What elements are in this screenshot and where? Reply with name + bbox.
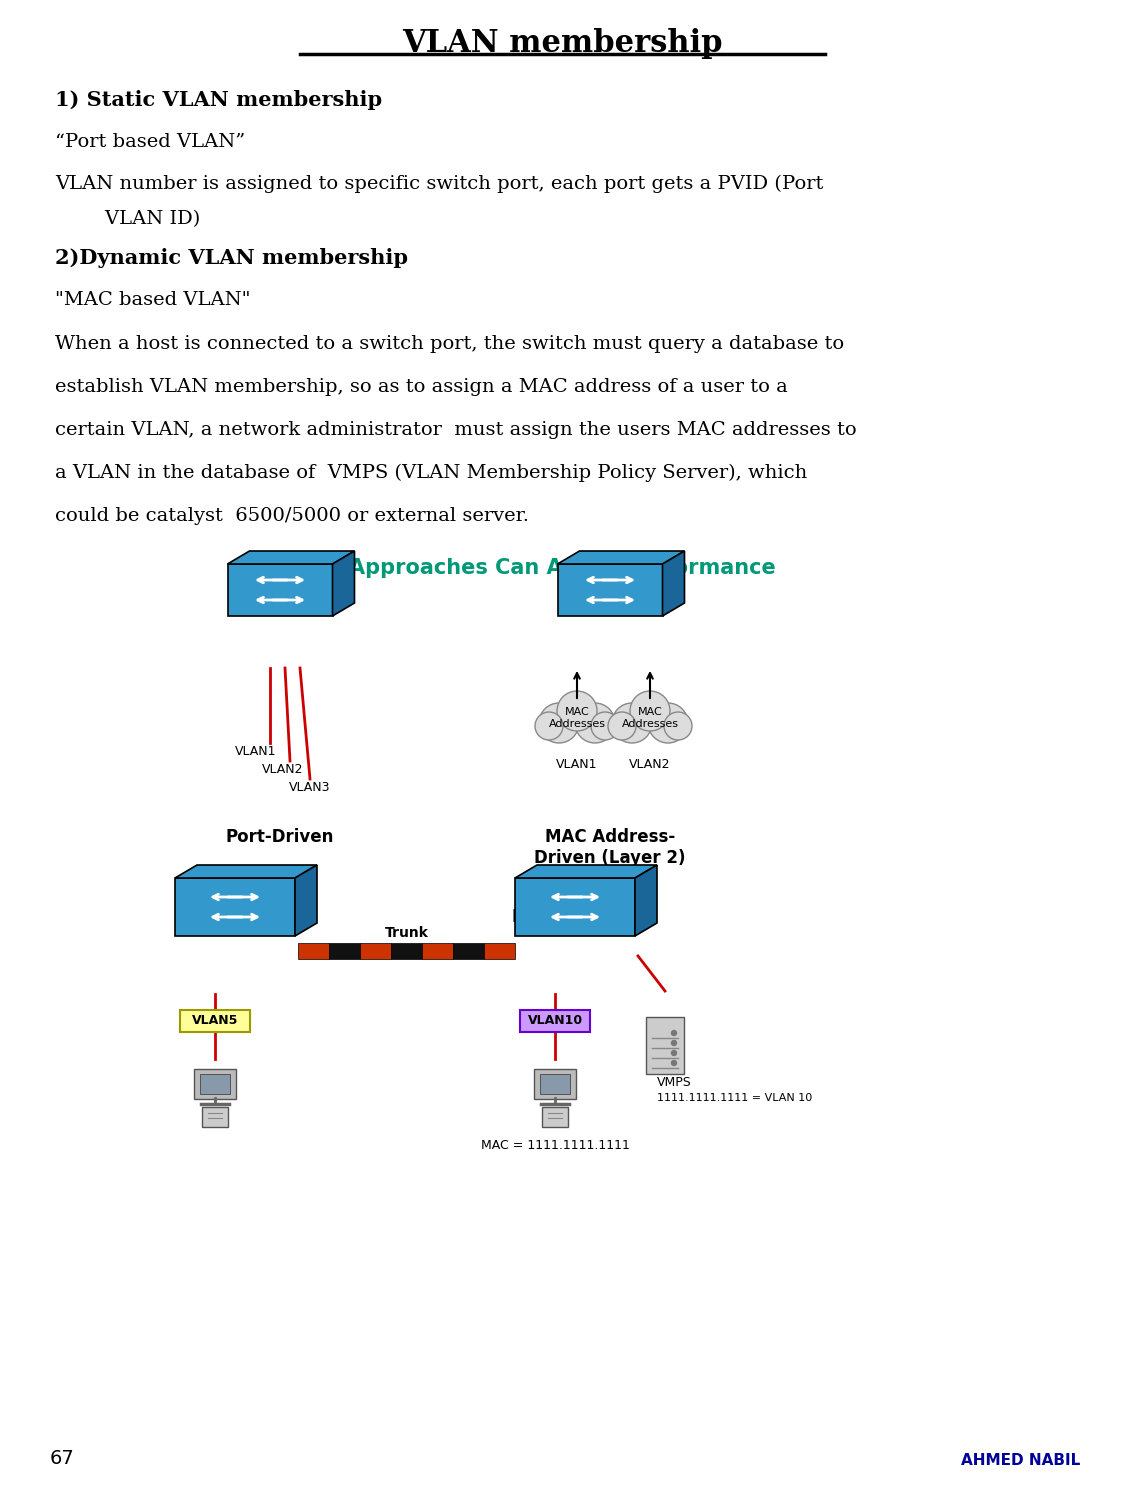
- Text: VLAN10: VLAN10: [528, 1014, 583, 1028]
- Circle shape: [630, 692, 670, 730]
- Circle shape: [575, 704, 615, 742]
- Text: MAC
Addresses: MAC Addresses: [549, 706, 605, 729]
- Text: VLAN2: VLAN2: [629, 758, 670, 771]
- Text: "MAC based VLAN": "MAC based VLAN": [55, 291, 251, 309]
- Bar: [422, 944, 453, 958]
- Circle shape: [612, 704, 652, 742]
- FancyBboxPatch shape: [534, 1070, 576, 1100]
- Polygon shape: [558, 564, 663, 616]
- Text: VLAN3: VLAN3: [289, 782, 331, 794]
- Circle shape: [591, 712, 619, 740]
- Bar: [392, 944, 422, 958]
- Polygon shape: [558, 550, 684, 564]
- Polygon shape: [333, 550, 354, 616]
- Text: a VLAN in the database of  VMPS (VLAN Membership Policy Server), which: a VLAN in the database of VMPS (VLAN Mem…: [55, 464, 808, 483]
- FancyBboxPatch shape: [200, 1074, 230, 1094]
- Circle shape: [672, 1050, 676, 1056]
- Polygon shape: [295, 865, 317, 936]
- Circle shape: [648, 704, 688, 742]
- Text: VMPS: VMPS: [657, 1076, 692, 1089]
- Text: VLAN number is assigned to specific switch port, each port gets a PVID (Port: VLAN number is assigned to specific swit…: [55, 176, 823, 194]
- Circle shape: [672, 1041, 676, 1046]
- Polygon shape: [663, 550, 684, 616]
- FancyBboxPatch shape: [520, 1010, 590, 1032]
- Polygon shape: [176, 878, 295, 936]
- Circle shape: [539, 704, 579, 742]
- Text: “Port based VLAN”: “Port based VLAN”: [55, 134, 245, 152]
- Text: 1111.1111.1111 = VLAN 10: 1111.1111.1111 = VLAN 10: [657, 1094, 812, 1102]
- Text: AHMED NABIL: AHMED NABIL: [961, 1454, 1080, 1468]
- Text: MAC
Addresses: MAC Addresses: [621, 706, 678, 729]
- Text: certain VLAN, a network administrator  must assign the users MAC addresses to: certain VLAN, a network administrator mu…: [55, 422, 856, 440]
- Circle shape: [672, 1030, 676, 1035]
- Text: VLAN ID): VLAN ID): [55, 210, 200, 228]
- Text: 2)Dynamic VLAN membership: 2)Dynamic VLAN membership: [55, 248, 408, 268]
- Text: 67: 67: [50, 1449, 74, 1468]
- Polygon shape: [634, 865, 657, 936]
- Text: Port-Driven: Port-Driven: [226, 828, 334, 846]
- Text: VLAN membership: VLAN membership: [402, 28, 722, 58]
- Polygon shape: [227, 564, 333, 616]
- Text: Port e0/9: Port e0/9: [523, 948, 587, 960]
- Polygon shape: [515, 878, 634, 936]
- Text: Trunk: Trunk: [385, 926, 429, 940]
- Text: Static VLAN: Static VLAN: [184, 908, 295, 926]
- FancyBboxPatch shape: [180, 1010, 250, 1032]
- FancyBboxPatch shape: [646, 1017, 684, 1074]
- Text: VLAN1: VLAN1: [556, 758, 597, 771]
- Text: When a host is connected to a switch port, the switch must query a database to: When a host is connected to a switch por…: [55, 334, 844, 352]
- Circle shape: [672, 1060, 676, 1065]
- Polygon shape: [176, 865, 317, 877]
- Text: could be catalyst  6500/5000 or external server.: could be catalyst 6500/5000 or external …: [55, 507, 529, 525]
- FancyBboxPatch shape: [193, 1070, 236, 1100]
- Circle shape: [608, 712, 636, 740]
- FancyBboxPatch shape: [542, 1107, 568, 1126]
- Bar: [328, 944, 360, 958]
- Text: VLAN5: VLAN5: [191, 1014, 238, 1028]
- Circle shape: [557, 692, 597, 730]
- Text: VLAN1: VLAN1: [235, 746, 277, 758]
- Text: MAC-based: MAC-based: [562, 598, 658, 613]
- FancyBboxPatch shape: [540, 1074, 570, 1094]
- Text: Port e0/4: Port e0/4: [183, 948, 248, 960]
- Text: Approaches Can Affect Performance: Approaches Can Affect Performance: [349, 558, 775, 578]
- Bar: [298, 944, 328, 958]
- Text: MAC = 1111.1111.1111: MAC = 1111.1111.1111: [480, 1138, 630, 1152]
- Text: 1) Static VLAN membership: 1) Static VLAN membership: [55, 90, 383, 110]
- Polygon shape: [515, 865, 657, 877]
- FancyBboxPatch shape: [202, 1107, 228, 1126]
- Circle shape: [536, 712, 562, 740]
- Bar: [360, 944, 391, 958]
- Text: MAC Address-
Driven (Layer 2): MAC Address- Driven (Layer 2): [534, 828, 686, 867]
- Text: Dynamic VLAN: Dynamic VLAN: [512, 908, 648, 926]
- Circle shape: [664, 712, 692, 740]
- Bar: [484, 944, 515, 958]
- Text: establish VLAN membership, so as to assign a MAC address of a user to a: establish VLAN membership, so as to assi…: [55, 378, 787, 396]
- Bar: [453, 944, 484, 958]
- Polygon shape: [227, 550, 354, 564]
- Text: Port-based: Port-based: [233, 598, 327, 613]
- Text: VLAN2: VLAN2: [262, 764, 304, 776]
